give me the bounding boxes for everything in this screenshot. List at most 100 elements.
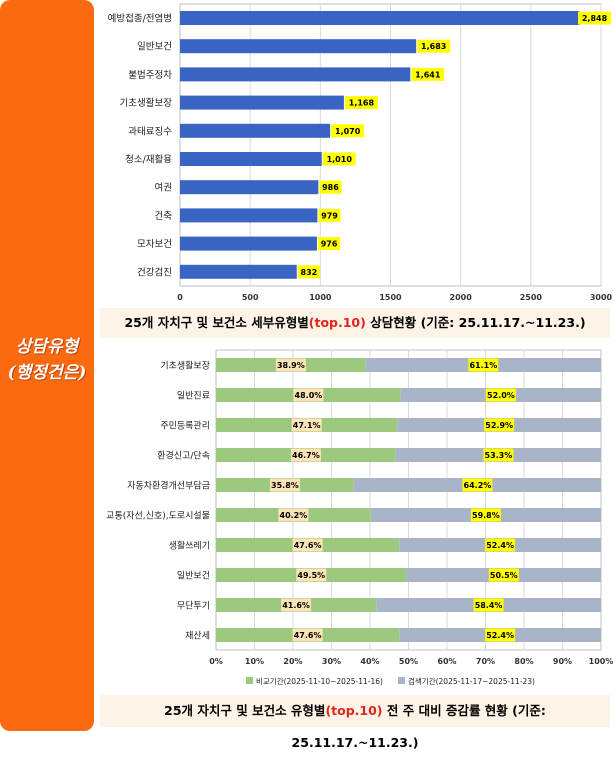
category-label-1: 여권 — [155, 182, 172, 194]
category-label-2: 생활쓰레기 — [169, 540, 210, 552]
data-label-1: 1,010 — [327, 155, 353, 164]
category-label-1: 일반보건 — [137, 42, 172, 53]
x-tick-label-2: 50% — [399, 657, 418, 666]
data-label-1: 1,683 — [421, 42, 446, 51]
x-tick-label-1: 500 — [242, 293, 259, 302]
data-label-search: 64.2% — [464, 481, 492, 490]
bar-1 — [180, 11, 580, 25]
category-label-1: 과태료징수 — [128, 126, 172, 137]
change-rate-chart: 0% 10% 20% 30% 40% 50% 60% 70% 80% 90% 100% 기초생활보장 3… — [106, 349, 613, 686]
x-tick-label-2: 80% — [514, 657, 533, 666]
data-label-search: 52.4% — [486, 541, 514, 550]
data-label-compare: 40.2% — [280, 511, 308, 520]
data-label-compare: 41.6% — [282, 601, 310, 610]
data-label-search: 53.3% — [485, 451, 513, 460]
bar-1 — [180, 180, 319, 195]
data-label-bg-search — [473, 598, 504, 612]
x-tick-label-1: 2000 — [450, 293, 473, 302]
data-label-search: 59.8% — [472, 511, 500, 520]
data-label-bg-1 — [578, 11, 611, 25]
data-label-bg-1 — [318, 208, 341, 222]
category-label-1: 건강검진 — [137, 266, 172, 278]
data-label-compare: 47.6% — [294, 541, 322, 550]
x-tick-label-1: 3000 — [590, 293, 613, 302]
legend-swatch-compare — [246, 677, 253, 684]
x-tick-label-1: 2500 — [520, 293, 543, 302]
data-label-bg-search — [470, 508, 501, 522]
sidebar-title-line1: 상담유형 — [15, 337, 79, 357]
category-label-2: 주민등록관리 — [160, 421, 210, 432]
bar-1 — [180, 152, 322, 166]
data-label-bg-compare — [293, 388, 324, 402]
data-label-bg-1 — [322, 152, 356, 166]
chart1-caption-post: 상담현황 (기준: 25.11.17.~11.23.) — [365, 315, 586, 330]
x-tick-label-1: 1500 — [379, 293, 402, 302]
category-label-1: 건축 — [155, 211, 173, 222]
bar-1 — [180, 236, 317, 251]
category-label-2: 환경신고/단속 — [157, 450, 210, 462]
data-label-bg-search — [484, 418, 515, 432]
category-label-1: 불법주정차 — [128, 69, 172, 81]
data-label-1: 1,168 — [349, 99, 375, 108]
data-label-bg-search — [485, 628, 516, 642]
data-label-compare: 49.5% — [297, 571, 325, 580]
x-tick-label-2: 90% — [553, 657, 572, 666]
chart2-caption-highlight: (top.10) — [325, 703, 383, 718]
category-label-2: 무단투기 — [177, 601, 210, 612]
category-label-1: 모자보건 — [137, 239, 172, 250]
x-tick-label-2: 0% — [209, 657, 223, 666]
data-label-1: 2,848 — [582, 14, 608, 23]
category-label-2: 기초생활보장 — [160, 360, 210, 372]
x-tick-label-2: 30% — [322, 657, 341, 666]
x-tick-label-2: 60% — [437, 657, 456, 666]
consult-count-chart: 0 500 1000 1500 2000 2500 3000 예방접종/전염병 2,848 일반보… — [108, 3, 613, 302]
data-label-bg-compare — [281, 598, 312, 612]
legend-swatch-search — [398, 677, 405, 684]
data-label-1: 979 — [321, 211, 338, 220]
sidebar-title-line2: (행정건은) — [7, 363, 87, 383]
chart2-caption: 25개 자치구 및 보건소 유형별(top.10) 전 주 대비 증감률 현황 … — [100, 695, 610, 750]
data-label-compare: 38.9% — [277, 361, 305, 370]
data-label-bg-1 — [344, 96, 378, 110]
legend-label-search: 검색기간(2025-11-17~2025-11-23) — [408, 676, 535, 686]
category-label-1: 청소/재활용 — [125, 154, 172, 166]
data-label-search: 61.1% — [469, 361, 497, 370]
data-label-bg-1 — [411, 67, 445, 81]
category-label-2: 일반진료 — [177, 391, 210, 402]
data-label-search: 52.9% — [485, 421, 513, 430]
data-label-bg-1 — [417, 39, 451, 53]
category-label-2: 자동차환경개선부담금 — [127, 480, 210, 492]
data-label-bg-search — [488, 568, 519, 582]
category-label-1: 기초생활보장 — [120, 97, 173, 109]
data-label-bg-compare — [292, 538, 323, 552]
data-label-bg-search — [485, 538, 516, 552]
data-label-search: 50.5% — [490, 571, 518, 580]
data-label-bg-1 — [317, 237, 341, 251]
data-label-compare: 47.1% — [293, 421, 321, 430]
bar-1 — [180, 39, 417, 54]
chart2-caption-pre: 25개 자치구 및 보건소 유형별 — [164, 703, 326, 718]
sidebar-banner: 상담유형 (행정건은) — [0, 0, 94, 731]
data-label-bg-compare — [292, 628, 323, 642]
data-label-search: 52.4% — [486, 631, 514, 640]
data-label-search: 58.4% — [475, 601, 503, 610]
data-label-bg-compare — [278, 508, 309, 522]
x-tick-label-2: 40% — [360, 657, 379, 666]
category-label-1: 예방접종/전염병 — [108, 13, 172, 25]
x-tick-label-2: 20% — [283, 657, 302, 666]
chart1-caption: 25개 자치구 및 보건소 세부유형별(top.10) 상담현황 (기준: 25… — [100, 308, 610, 338]
chart1-caption-highlight: (top.10) — [308, 315, 366, 330]
data-label-compare: 35.8% — [271, 481, 299, 490]
data-label-bg-1 — [297, 265, 320, 279]
x-tick-label-1: 1000 — [309, 293, 332, 302]
data-label-1: 1,070 — [335, 127, 361, 136]
data-label-bg-search — [483, 448, 514, 462]
x-tick-label-2: 70% — [476, 657, 495, 666]
data-label-bg-compare — [296, 568, 327, 582]
data-label-1: 832 — [301, 268, 318, 277]
data-label-bg-1 — [319, 180, 342, 194]
data-label-search: 52.0% — [487, 391, 515, 400]
x-tick-label-1: 0 — [177, 293, 183, 302]
bar-1 — [180, 208, 318, 223]
data-label-bg-search — [485, 388, 516, 402]
